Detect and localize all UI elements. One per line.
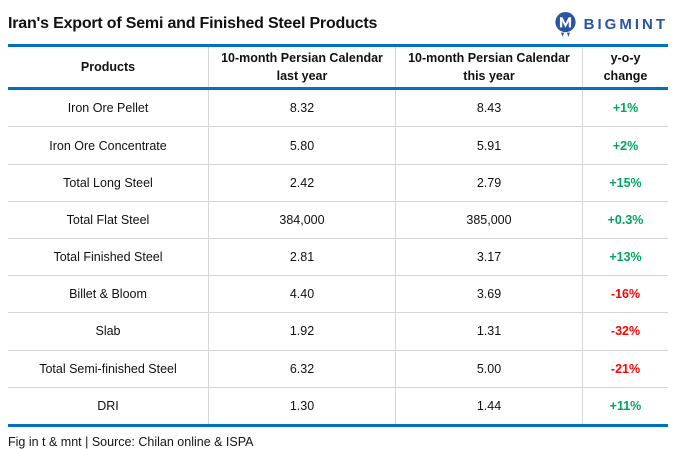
col-header-products-label: Products bbox=[80, 60, 136, 75]
table-row: Total Long Steel 2.42 2.79 +15% bbox=[8, 164, 668, 202]
col-header-last-year-line1: 10-month Persian Calendar bbox=[221, 51, 383, 65]
header-bar: Iran's Export of Semi and Finished Steel… bbox=[8, 0, 668, 44]
this-year-value-cell: 2.79 bbox=[395, 164, 582, 201]
product-cell: Total Flat Steel bbox=[66, 212, 150, 227]
bigmint-m-drip-icon bbox=[553, 11, 578, 38]
table-row: Total Finished Steel 2.81 3.17 +13% bbox=[8, 239, 668, 277]
col-header-this-year: 10-month Persian Calendar this year bbox=[395, 47, 582, 88]
last-year-value-cell: 2.81 bbox=[208, 239, 395, 276]
col-header-this-year-line2: this year bbox=[463, 69, 515, 84]
bigmint-wordmark: BIGMINT bbox=[583, 15, 668, 33]
steel-export-table: Products 10-month Persian Calendar last … bbox=[8, 44, 668, 427]
table-row: Slab 1.92 1.31 -32% bbox=[8, 313, 668, 351]
table-body: Iron Ore Pellet 8.32 8.43 +1% Iron Ore Conce… bbox=[8, 90, 668, 424]
last-year-value-cell: 4.40 bbox=[208, 276, 395, 313]
last-year-value-cell: 8.32 bbox=[208, 90, 395, 127]
table-row: Total Semi-finished Steel 6.32 5.00 -21% bbox=[8, 350, 668, 388]
table-row: Total Flat Steel 384,000 385,000 +0.3% bbox=[8, 201, 668, 239]
last-year-value-cell: 5.80 bbox=[208, 127, 395, 164]
product-cell: DRI bbox=[97, 398, 119, 413]
this-year-value-cell: 385,000 bbox=[395, 201, 582, 238]
page-title: Iran's Export of Semi and Finished Steel… bbox=[8, 15, 378, 32]
table-row: Billet & Bloom 4.40 3.69 -16% bbox=[8, 276, 668, 314]
last-year-value-cell: 1.92 bbox=[208, 313, 395, 350]
this-year-value-cell: 1.31 bbox=[395, 313, 582, 350]
yoy-change-cell: +0.3% bbox=[582, 201, 668, 238]
yoy-change-cell: +2% bbox=[582, 127, 668, 164]
last-year-value-cell: 384,000 bbox=[208, 201, 395, 238]
this-year-value-cell: 1.44 bbox=[395, 387, 582, 424]
product-cell: Total Semi-finished Steel bbox=[39, 361, 177, 376]
product-cell: Slab bbox=[95, 324, 121, 339]
table-row: Iron Ore Concentrate 5.80 5.91 +2% bbox=[8, 127, 668, 165]
col-header-products: Products bbox=[8, 47, 208, 87]
product-cell: Total Long Steel bbox=[63, 175, 153, 190]
last-year-value-cell: 2.42 bbox=[208, 164, 395, 201]
this-year-value-cell: 5.91 bbox=[395, 127, 582, 164]
col-header-yoy-change-label: y-o-y change bbox=[603, 51, 648, 84]
product-cell: Iron Ore Pellet bbox=[67, 101, 149, 116]
col-header-last-year: 10-month Persian Calendar last year bbox=[208, 47, 395, 88]
this-year-value-cell: 5.00 bbox=[395, 350, 582, 387]
table-row: DRI 1.30 1.44 +11% bbox=[8, 387, 668, 424]
yoy-change-cell: +13% bbox=[582, 239, 668, 276]
product-cell: Iron Ore Concentrate bbox=[49, 138, 167, 153]
product-cell: Billet & Bloom bbox=[69, 287, 147, 302]
last-year-value-cell: 1.30 bbox=[208, 387, 395, 424]
yoy-change-cell: -21% bbox=[582, 350, 668, 387]
product-cell: Total Finished Steel bbox=[53, 250, 163, 265]
yoy-change-cell: +11% bbox=[582, 387, 668, 424]
this-year-value-cell: 3.17 bbox=[395, 239, 582, 276]
this-year-value-cell: 3.69 bbox=[395, 276, 582, 313]
yoy-change-cell: +15% bbox=[582, 164, 668, 201]
table-header-row: Products 10-month Persian Calendar last … bbox=[8, 47, 668, 91]
yoy-change-cell: -32% bbox=[582, 313, 668, 350]
col-header-yoy-change: y-o-y change bbox=[582, 47, 668, 88]
yoy-change-cell: +1% bbox=[582, 90, 668, 127]
table-row: Iron Ore Pellet 8.32 8.43 +1% bbox=[8, 90, 668, 128]
last-year-value-cell: 6.32 bbox=[208, 350, 395, 387]
yoy-change-cell: -16% bbox=[582, 276, 668, 313]
this-year-value-cell: 8.43 bbox=[395, 90, 582, 127]
bigmint-logo: BIGMINT bbox=[553, 11, 668, 38]
col-header-last-year-line2: last year bbox=[276, 69, 328, 84]
col-header-this-year-line1: 10-month Persian Calendar bbox=[408, 51, 570, 65]
source-note: Fig in t & mnt | Source: Chilan online &… bbox=[8, 434, 254, 449]
